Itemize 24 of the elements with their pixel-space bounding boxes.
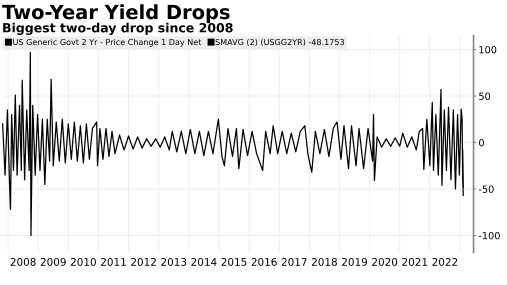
x-tick-label: 2011 bbox=[101, 258, 126, 266]
y-tick-label: -100 bbox=[478, 232, 500, 240]
x-tick-label: 2009 bbox=[40, 258, 66, 266]
chart-subtitle: Biggest two-day drop since 2008 bbox=[3, 22, 233, 35]
y-tick-label: 100 bbox=[479, 46, 496, 54]
x-tick-label: 2010 bbox=[70, 258, 96, 266]
x-tick-label: 2020 bbox=[372, 258, 398, 266]
x-tick-label: 2019 bbox=[342, 258, 368, 266]
x-tick-label: 2016 bbox=[252, 258, 277, 266]
y-tick-label: 50 bbox=[479, 92, 490, 100]
legend-label: US Generic Govt 2 Yr - Price Change 1 Day Net bbox=[13, 38, 202, 47]
x-tick-label: 2014 bbox=[191, 258, 217, 266]
x-tick-label: 2012 bbox=[131, 258, 156, 266]
x-tick-label: 2015 bbox=[222, 258, 246, 266]
x-tick-label: 2018 bbox=[312, 258, 337, 266]
y-tick-label: -50 bbox=[478, 185, 494, 193]
x-tick-label: 2008 bbox=[10, 258, 36, 266]
chart-title: Two-Year Yield Drops bbox=[2, 4, 230, 24]
legend-label: SMAVG (2) (USGG2YR) -48.1753 bbox=[216, 38, 344, 46]
x-tick-label: 2013 bbox=[161, 258, 186, 266]
x-tick-label: 2021 bbox=[402, 258, 428, 266]
x-tick-label: 2017 bbox=[282, 258, 307, 266]
x-tick-label: 2022 bbox=[432, 258, 458, 266]
y-tick-label: 0 bbox=[479, 139, 484, 146]
